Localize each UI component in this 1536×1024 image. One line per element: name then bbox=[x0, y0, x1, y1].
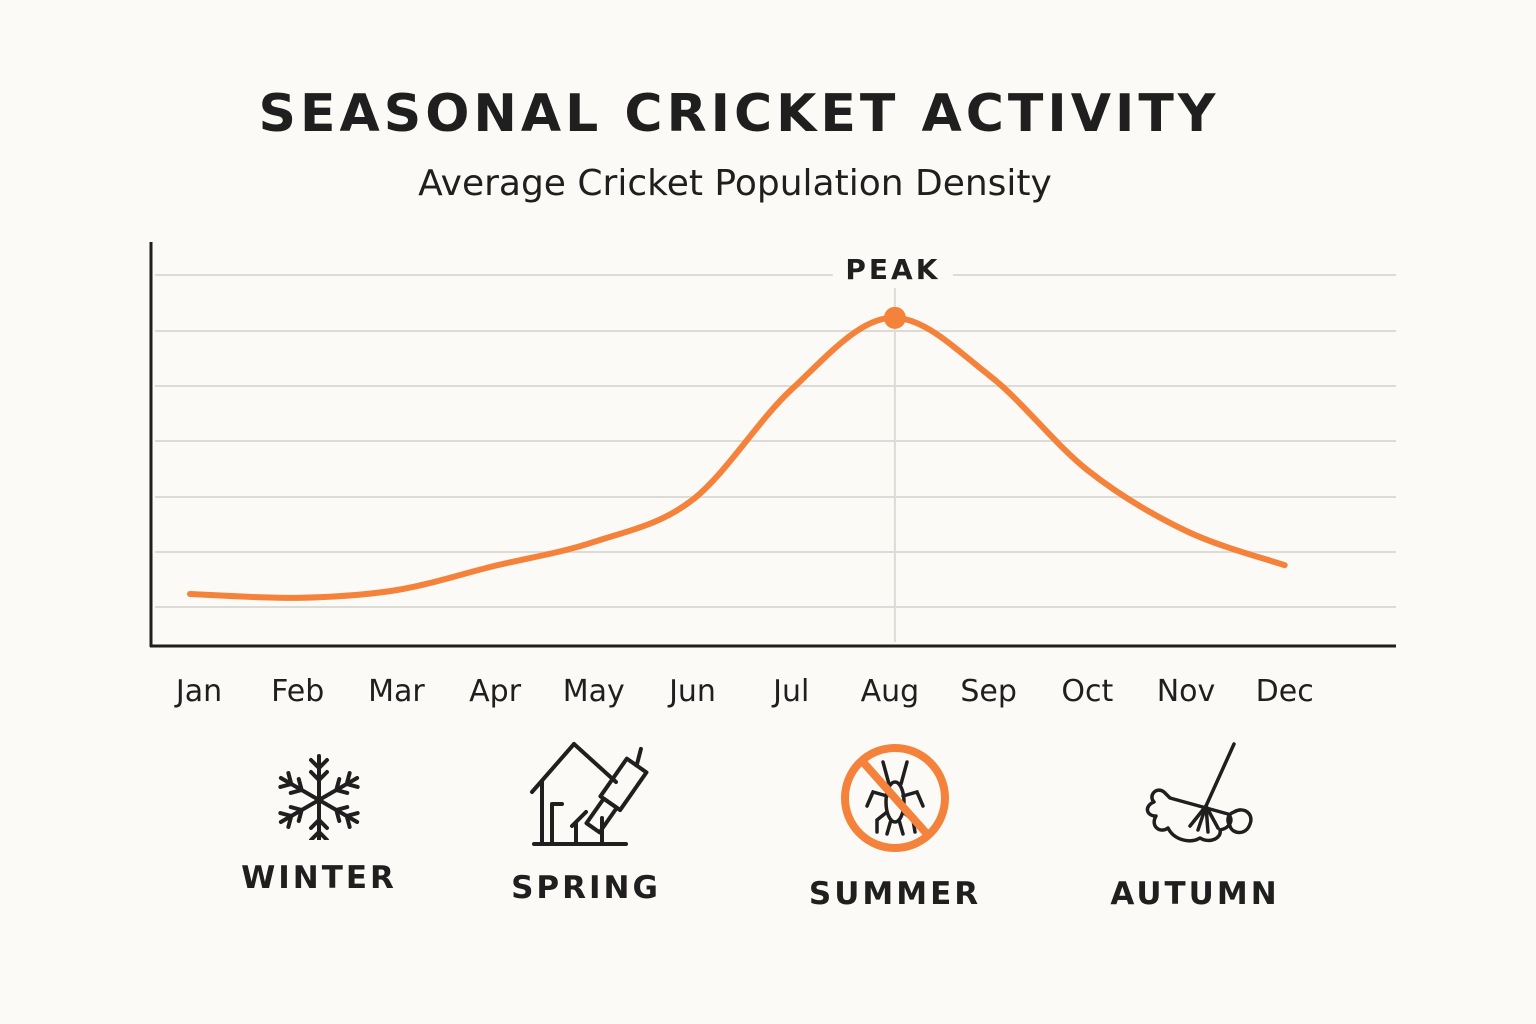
season-label: SPRING bbox=[511, 870, 661, 906]
house-caulk-gun-icon bbox=[530, 742, 649, 846]
chart-subtitle: Average Cricket Population Density bbox=[418, 163, 1052, 204]
season-label: SUMMER bbox=[808, 876, 982, 912]
season-label: AUTUMN bbox=[1110, 876, 1280, 912]
line-chart: PEAK Jan Feb Mar Apr May Jun Jul Aug Sep Oct Nov De… bbox=[149, 242, 1396, 709]
gridlines bbox=[155, 274, 1396, 608]
x-tick-label: Feb bbox=[271, 674, 324, 709]
x-tick-label: Jul bbox=[771, 674, 809, 709]
peak-label: PEAK bbox=[845, 253, 940, 286]
snowflake-icon bbox=[274, 754, 364, 840]
season-label: WINTER bbox=[241, 860, 397, 896]
x-tick-label: Jun bbox=[667, 674, 716, 709]
x-tick-label: Sep bbox=[960, 674, 1017, 709]
x-tick-label: Dec bbox=[1256, 674, 1314, 709]
x-tick-label: Oct bbox=[1061, 674, 1113, 709]
x-tick-label: Jan bbox=[174, 674, 222, 709]
x-tick-label: May bbox=[563, 674, 625, 709]
season-winter: WINTER bbox=[199, 740, 439, 896]
peak-point bbox=[883, 306, 906, 329]
x-tick-label: Nov bbox=[1157, 674, 1216, 709]
x-tick-label: Aug bbox=[861, 674, 920, 709]
season-spring: SPRING bbox=[466, 740, 706, 906]
series-line bbox=[187, 314, 1288, 601]
season-summer: SUMMER bbox=[775, 740, 1015, 912]
leaves-rake-icon bbox=[1145, 742, 1253, 843]
no-cricket-icon bbox=[841, 744, 949, 852]
x-tick-label: Apr bbox=[469, 674, 522, 709]
x-tick-label: Mar bbox=[368, 674, 425, 709]
chart-title: SEASONAL CRICKET ACTIVITY bbox=[258, 84, 1220, 144]
peak-label-bg bbox=[832, 252, 953, 288]
season-autumn: AUTUMN bbox=[1075, 740, 1315, 912]
